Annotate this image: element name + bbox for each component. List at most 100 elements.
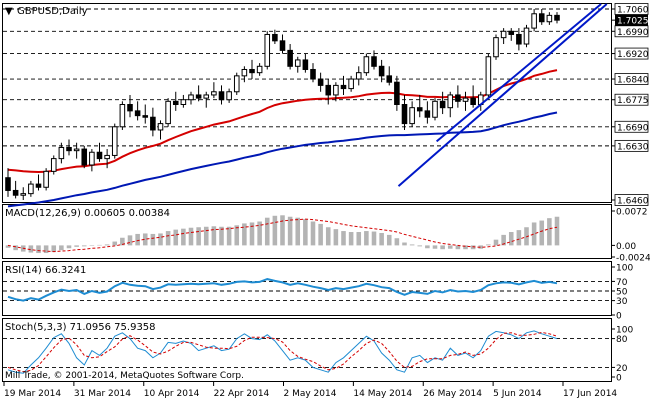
macd-histogram-bar	[386, 234, 392, 246]
candle-body	[157, 123, 164, 131]
price-label-box	[614, 93, 649, 106]
trend-channel[interactable]	[397, 3, 608, 187]
candle-body	[310, 68, 316, 80]
rsi-scale-label: 100	[616, 264, 633, 274]
macd-signal-line	[7, 218, 558, 253]
stoch-scale-label: 80	[616, 335, 628, 345]
date-label: 10 Apr 2014	[144, 389, 200, 399]
macd-histogram-bar	[409, 244, 415, 246]
candle-body	[294, 59, 301, 67]
candle	[447, 91, 454, 118]
macd-histogram-bar	[295, 217, 301, 246]
macd-histogram-bar	[364, 231, 369, 246]
current-price-label: 1.7025	[617, 17, 649, 27]
candle-body	[218, 91, 225, 101]
candle-body	[333, 84, 339, 96]
candle-body	[516, 33, 522, 45]
price-label: 1.6460	[617, 197, 649, 207]
rsi-scale-label: 50	[616, 288, 628, 298]
candle-body	[134, 110, 141, 117]
macd-histogram-bar	[493, 239, 499, 246]
candle	[134, 101, 141, 121]
candle-body	[272, 33, 278, 42]
price-label-box	[614, 73, 649, 85]
macd-histogram-bar	[234, 225, 240, 246]
candle-body	[409, 107, 415, 125]
main-price-panel[interactable]	[2, 3, 612, 203]
price-label: 1.6775	[617, 96, 649, 106]
candle	[424, 101, 431, 124]
candle-body	[439, 100, 446, 109]
price-label-box	[614, 120, 649, 133]
slow-ma-line	[7, 111, 558, 208]
candle-body	[89, 151, 95, 166]
macd-histogram-bar	[371, 231, 377, 246]
candle	[188, 91, 194, 105]
macd-histogram-bar	[432, 245, 438, 249]
macd-histogram-bar	[150, 233, 156, 246]
price-label-box	[614, 25, 649, 38]
candle	[264, 31, 271, 70]
macd-histogram-bar	[417, 245, 423, 247]
macd-histogram-bar	[158, 233, 163, 246]
rsi-scale-label: 30	[616, 297, 628, 307]
macd-histogram-bar	[242, 223, 247, 246]
candle	[256, 63, 263, 76]
candle	[348, 75, 354, 92]
macd-histogram-bar	[356, 232, 362, 246]
candle	[538, 9, 545, 25]
macd-histogram-bar	[470, 245, 476, 250]
candle	[287, 44, 293, 70]
date-label: 14 May 2014	[353, 389, 412, 399]
macd-histogram-bar	[379, 232, 384, 246]
candle	[211, 82, 217, 99]
candle-body	[195, 94, 202, 99]
macd-histogram-bar	[142, 233, 148, 246]
candle-body	[50, 158, 57, 172]
candle-body	[546, 14, 553, 23]
candle-body	[485, 56, 492, 96]
date-label: 19 Mar 2014	[4, 389, 61, 399]
stoch-panel[interactable]	[2, 318, 612, 382]
date-label: 26 May 2014	[423, 389, 482, 399]
candle	[203, 91, 210, 108]
macd-histogram-bar	[43, 245, 49, 254]
candle	[394, 75, 400, 111]
candle	[363, 53, 370, 76]
macd-histogram-bar	[486, 244, 491, 246]
candle	[401, 94, 408, 130]
rsi-title: RSI(14) 66.3241	[5, 265, 86, 276]
candle	[218, 85, 225, 105]
price-label-box	[614, 3, 649, 15]
macd-histogram-bar	[341, 231, 346, 246]
candle	[89, 149, 95, 172]
price-label: 1.6990	[617, 28, 649, 38]
rsi-panel[interactable]	[2, 261, 612, 316]
candle-body	[386, 75, 393, 83]
current-price-box	[615, 14, 648, 26]
rsi-scale-label: 70	[616, 278, 628, 288]
candle	[554, 12, 560, 24]
candle-body	[104, 154, 110, 160]
candle	[325, 79, 332, 105]
indicator-plots	[3, 215, 611, 374]
candle	[531, 9, 537, 32]
price-label: 1.6630	[617, 142, 649, 152]
candle	[43, 168, 49, 191]
date-label: 17 Jun 2014	[563, 389, 617, 399]
macd-histogram-bar	[219, 226, 224, 246]
date-label: 31 Mar 2014	[74, 389, 131, 399]
macd-histogram-bar	[120, 237, 125, 246]
macd-histogram-bar	[127, 235, 133, 246]
menu-arrow-icon[interactable]: ▼	[5, 6, 13, 17]
candlestick-series	[5, 9, 560, 200]
macd-histogram-bar	[13, 245, 18, 251]
candle	[73, 142, 80, 159]
stoch-signal-line	[7, 331, 558, 373]
candle	[172, 91, 179, 111]
candle-body	[5, 177, 11, 191]
macd-scale-label: 0.00	[616, 242, 636, 252]
macd-title: MACD(12,26,9) 0.00605 0.00384	[5, 208, 170, 219]
